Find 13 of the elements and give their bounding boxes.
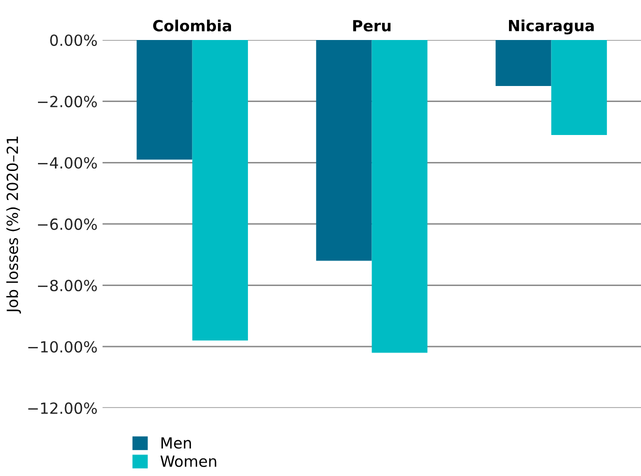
legend-label: Women	[160, 456, 216, 467]
y-axis-title: Job losses (%) 2020–21	[6, 136, 21, 314]
y-tick-label: −10.00%	[28, 341, 97, 353]
legend-label: Men	[161, 437, 191, 449]
y-tick-label: −4.00%	[38, 157, 97, 169]
y-tick-label: 0.00%	[50, 34, 97, 46]
x-tick-label: Peru	[353, 20, 390, 32]
y-tick-label: −6.00%	[38, 218, 97, 230]
x-tick-label: Nicaragua	[508, 20, 594, 34]
y-tick-label: −2.00%	[38, 96, 97, 108]
x-tick-label: Colombia	[153, 20, 232, 32]
y-tick-label: −12.00%	[28, 402, 97, 414]
y-tick-label: −8.00%	[38, 280, 97, 292]
